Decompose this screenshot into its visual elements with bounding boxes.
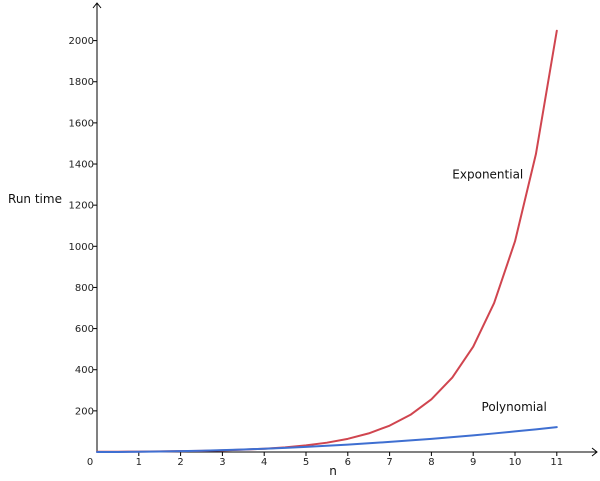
y-tick-label: 200 (75, 406, 94, 417)
x-tick-label: 8 (428, 457, 434, 468)
x-axis-arrow-icon (591, 447, 598, 457)
y-tick-label: 600 (75, 324, 94, 335)
x-tick-label: 7 (386, 457, 392, 468)
x-tick-label: 10 (509, 457, 522, 468)
y-axis-title: Run time (8, 192, 62, 206)
x-tick-label: 9 (470, 457, 476, 468)
x-tick-label: 6 (345, 457, 351, 468)
y-axis-arrow-icon (92, 2, 102, 9)
x-ticks: 0 1 2 3 4 5 6 7 8 9 10 11 (87, 452, 563, 468)
series-line-exponential (96, 29, 558, 453)
x-tick-label: 0 (87, 457, 93, 468)
series-line-polynomial (96, 426, 558, 453)
y-tick-label: 800 (75, 283, 94, 294)
x-tick-label: 5 (303, 457, 309, 468)
y-tick-label: 1200 (69, 201, 94, 212)
y-tick-label: 400 (75, 365, 94, 376)
y-tick-label: 1800 (69, 77, 94, 88)
axes (92, 2, 598, 457)
x-tick-label: 1 (136, 457, 142, 468)
series-label-polynomial: Polynomial (482, 400, 547, 414)
series (96, 29, 558, 453)
y-tick-label: 2000 (69, 36, 94, 47)
y-tick-label: 1600 (69, 118, 94, 129)
x-tick-label: 3 (219, 457, 225, 468)
y-tick-label: 1000 (69, 242, 94, 253)
x-tick-label: 4 (261, 457, 267, 468)
y-tick-label: 1400 (69, 160, 94, 171)
x-tick-label: 11 (550, 457, 563, 468)
series-labels: Exponential Polynomial (452, 167, 547, 413)
y-ticks: 200 400 600 800 1000 1200 1400 1600 1800 2000 (69, 36, 97, 417)
x-tick-label: 2 (177, 457, 183, 468)
series-label-exponential: Exponential (452, 167, 523, 181)
x-axis-title: n (329, 464, 337, 478)
